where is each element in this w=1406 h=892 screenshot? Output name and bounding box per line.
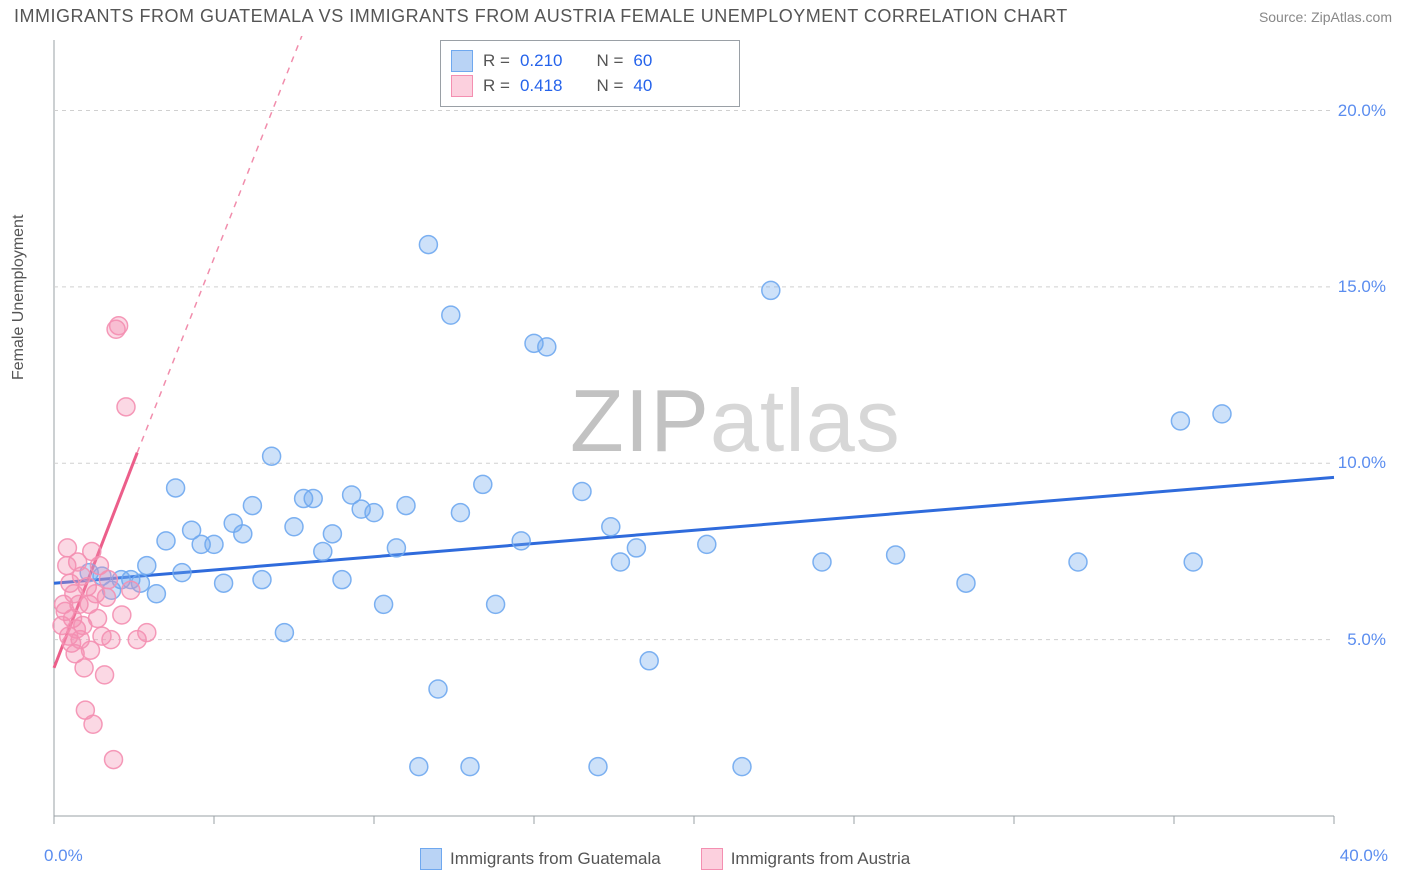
series-legend: Immigrants from Guatemala Immigrants from…: [420, 848, 910, 870]
legend-swatch: [701, 848, 723, 870]
source-label: Source: ZipAtlas.com: [1259, 9, 1392, 25]
legend-label: Immigrants from Austria: [731, 849, 911, 869]
legend-swatch: [451, 50, 473, 72]
legend-swatch: [420, 848, 442, 870]
r-label: R =: [483, 51, 510, 71]
n-label: N =: [596, 76, 623, 96]
r-value: 0.210: [520, 51, 563, 71]
legend-item: Immigrants from Guatemala: [420, 848, 661, 870]
chart-title: IMMIGRANTS FROM GUATEMALA VS IMMIGRANTS …: [14, 6, 1068, 27]
x-tick-max: 40.0%: [1340, 846, 1388, 866]
stats-legend-row: R = 0.210 N = 60: [451, 50, 729, 72]
y-tick-label: 10.0%: [1338, 453, 1386, 473]
n-value: 60: [633, 51, 652, 71]
stats-legend: R = 0.210 N = 60 R = 0.418 N = 40: [440, 40, 740, 107]
title-bar: IMMIGRANTS FROM GUATEMALA VS IMMIGRANTS …: [0, 0, 1406, 31]
scatter-plot: [50, 36, 1394, 836]
chart-area: [50, 36, 1394, 836]
y-tick-label: 20.0%: [1338, 101, 1386, 121]
y-tick-label: 5.0%: [1347, 630, 1386, 650]
r-value: 0.418: [520, 76, 563, 96]
stats-legend-row: R = 0.418 N = 40: [451, 75, 729, 97]
x-tick-min: 0.0%: [44, 846, 83, 866]
legend-label: Immigrants from Guatemala: [450, 849, 661, 869]
r-label: R =: [483, 76, 510, 96]
n-label: N =: [596, 51, 623, 71]
n-value: 40: [633, 76, 652, 96]
y-axis-label: Female Unemployment: [10, 215, 28, 380]
legend-swatch: [451, 75, 473, 97]
y-tick-label: 15.0%: [1338, 277, 1386, 297]
legend-item: Immigrants from Austria: [701, 848, 911, 870]
